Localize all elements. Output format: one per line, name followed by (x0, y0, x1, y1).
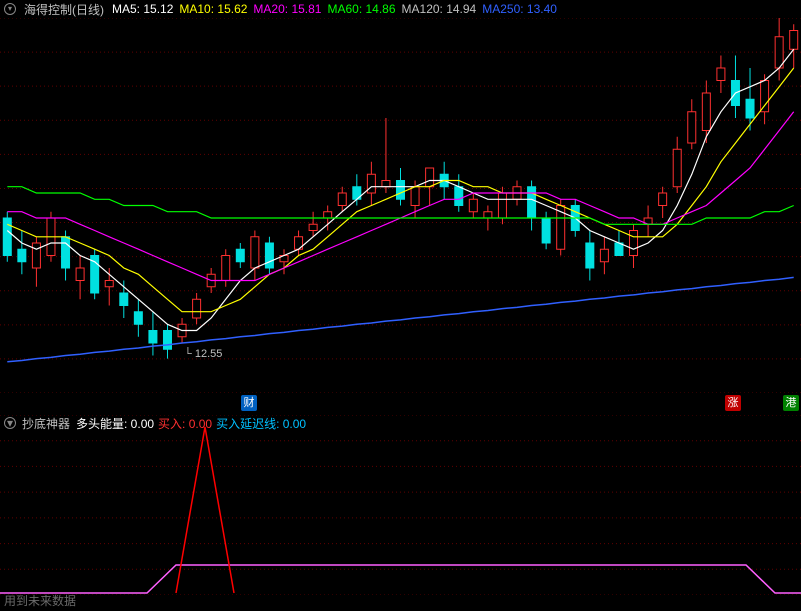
chart-header: ▾ 海得控制(日线) MA5: 15.12 MA10: 15.62 MA20: 15… (0, 0, 801, 18)
stock-name: 海得控制(日线) (24, 1, 104, 18)
indicator-value: 多头能量: 0.00 (76, 415, 154, 432)
event-marker[interactable]: 涨 (725, 395, 741, 411)
chevron-down-icon[interactable]: ▾ (4, 417, 16, 429)
marker-row: 财涨港 (0, 393, 801, 415)
ma-label: MA20: 15.81 (253, 2, 321, 16)
ma-label: MA250: 13.40 (482, 2, 557, 16)
ma-label: MA60: 14.86 (327, 2, 395, 16)
low-price-label: └ 12.55 (184, 348, 222, 360)
ma-label: MA120: 14.94 (402, 2, 477, 16)
sub-indicator-chart[interactable] (0, 415, 801, 595)
chevron-down-icon[interactable]: ▾ (4, 3, 16, 15)
ma-label: MA10: 15.62 (179, 2, 247, 16)
indicator-header: ▾ 抄底神器 多头能量: 0.00买入: 0.00买入延迟线: 0.00 (0, 415, 310, 431)
ma-label: MA5: 15.12 (112, 2, 173, 16)
indicator-name: 抄底神器 (22, 415, 70, 432)
main-candlestick-chart[interactable] (0, 18, 801, 393)
indicator-value: 买入: 0.00 (158, 415, 212, 432)
event-marker[interactable]: 财 (241, 395, 257, 411)
footer-note: 用到未来数据 (4, 592, 76, 609)
indicator-value: 买入延迟线: 0.00 (216, 415, 306, 432)
event-marker[interactable]: 港 (783, 395, 799, 411)
